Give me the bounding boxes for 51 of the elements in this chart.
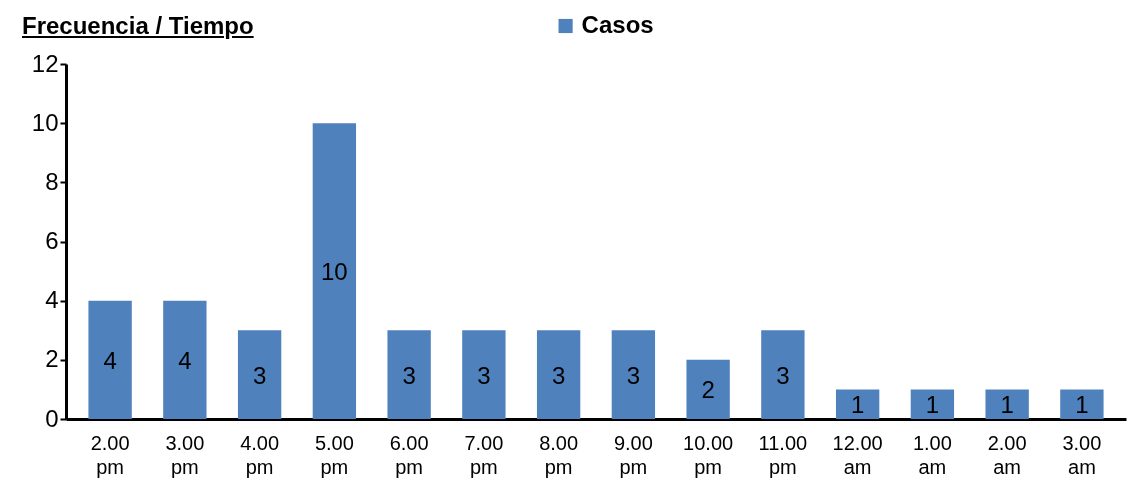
x-tick-label: 12.00 am <box>832 431 883 478</box>
y-tick-label: 4 <box>45 286 59 314</box>
y-tick-label: 12 <box>31 49 59 77</box>
x-tick-label: 4.00 pm <box>240 431 280 478</box>
x-tick-label: 3.00 am <box>1062 431 1102 478</box>
x-tick-label: 9.00 pm <box>613 431 653 478</box>
data-label: 4 <box>178 346 192 374</box>
data-label: 10 <box>321 258 348 286</box>
data-label: 3 <box>551 361 566 389</box>
y-tick-label: 8 <box>45 167 59 195</box>
x-tick-label: 10.00 pm <box>683 431 734 478</box>
x-tick-label: 11.00 pm <box>758 431 808 478</box>
bar <box>462 330 506 419</box>
x-tick-label: 6.00 pm <box>389 431 429 478</box>
y-tick-label: 10 <box>31 108 59 136</box>
x-tick-label: 3.00 pm <box>165 431 205 478</box>
bar <box>686 359 730 419</box>
bar <box>163 300 207 419</box>
data-label: 3 <box>626 361 641 389</box>
bar <box>88 300 132 419</box>
data-label: 3 <box>252 361 267 389</box>
bar <box>611 330 656 419</box>
bar <box>1060 389 1104 419</box>
data-label: 4 <box>103 346 117 374</box>
data-label: 3 <box>477 361 491 389</box>
bar <box>312 123 357 419</box>
bar <box>237 330 282 419</box>
data-label: 1 <box>850 391 865 419</box>
bar <box>387 330 431 419</box>
y-tick-label: 6 <box>45 227 59 254</box>
y-tick-label: 0 <box>45 404 59 432</box>
bar <box>761 330 805 419</box>
x-tick-label: 1.00 am <box>912 431 952 478</box>
x-tick-label: 8.00 pm <box>539 431 579 478</box>
data-label: 3 <box>776 361 790 389</box>
x-tick-label: 5.00 pm <box>314 431 354 478</box>
x-tick-label: 2.00 am <box>987 431 1027 478</box>
data-label: 1 <box>1000 391 1014 419</box>
chart-title: Frecuencia / Tiempo <box>22 12 254 40</box>
bar <box>910 389 955 419</box>
bar <box>835 389 880 419</box>
bar <box>985 389 1029 419</box>
data-label: 3 <box>402 361 416 389</box>
y-tick-label: 2 <box>45 345 59 373</box>
data-label: 1 <box>925 391 940 419</box>
x-tick-label: 7.00 pm <box>464 431 504 478</box>
data-label: 2 <box>701 376 715 404</box>
data-label: 1 <box>1075 391 1089 419</box>
bar <box>536 330 581 419</box>
x-tick-label: 2.00 pm <box>90 431 130 478</box>
legend-label: Casos <box>581 11 654 38</box>
